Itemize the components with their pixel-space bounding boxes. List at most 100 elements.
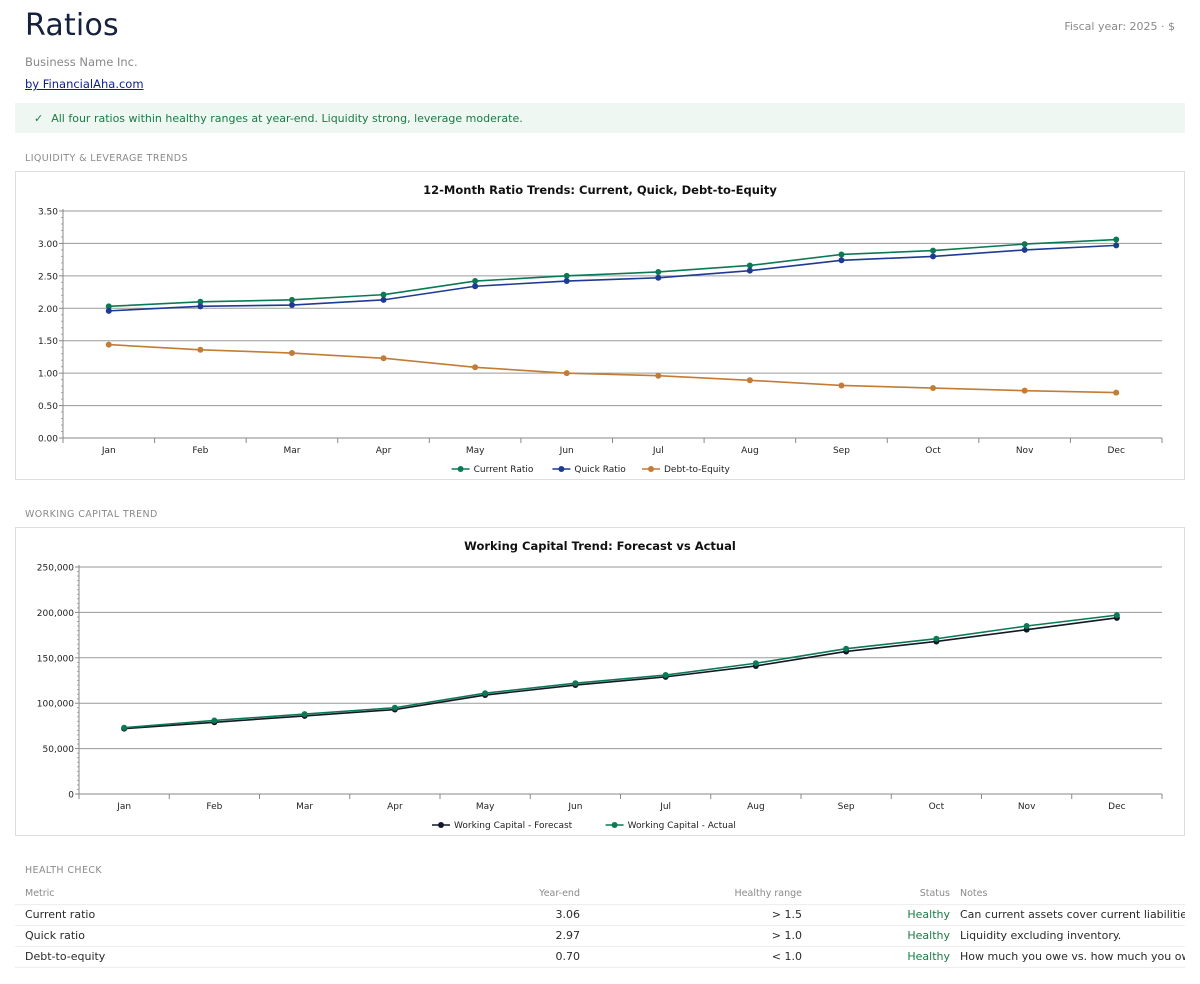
column-header-notes: Notes [960,888,988,900]
table-header-row: Metric Year-end Healthy range Status Not… [15,884,1185,904]
x-tick-label: Sep [833,446,850,456]
series-line-working-capital-forecast [124,617,1117,730]
business-name: Business Name Inc. [25,55,138,69]
x-tick-label: Aug [741,446,759,456]
legend-label: Working Capital - Forecast [454,821,573,831]
ratio-chart-panel: 12-Month Ratio Trends: Current, Quick, D… [15,171,1185,480]
byline-link[interactable]: by FinancialAha.com [25,77,144,91]
column-header-status: Status [919,888,950,900]
x-tick-label: May [476,802,495,812]
data-point-working-capital-actual [121,724,128,731]
legend-label: Working Capital - Actual [628,821,736,831]
chart-title: 12-Month Ratio Trends: Current, Quick, D… [423,183,777,197]
legend-label: Quick Ratio [574,465,626,475]
legend-item-working-capital-forecast: Working Capital - Forecast [432,821,573,831]
data-point-current-ratio [930,247,937,254]
legend-item-current-ratio: Current Ratio [451,465,534,475]
section-label-working-capital: WORKING CAPITAL TREND [25,509,158,520]
notes-cell: Can current assets cover current liabili… [955,903,1185,925]
series-line-quick-ratio [108,244,1117,312]
check-icon: ✓ [34,111,44,125]
data-point-debt-to-equity [472,364,479,371]
data-point-debt-to-equity [105,341,112,348]
x-tick-label: Jan [101,446,116,456]
y-tick-label: 50,000 [43,745,75,755]
x-tick-label: Sep [838,802,855,812]
x-tick-label: Oct [929,802,945,812]
legend-swatch-marker [558,466,565,472]
year-end-cell: 3.06 [275,903,585,925]
data-point-debt-to-equity [655,372,662,379]
table-row: Quick ratio 2.97 > 1.0 Healthy Liquidity… [15,924,1185,946]
y-tick-label: 0 [68,791,74,801]
y-tick-label: 100,000 [37,700,74,710]
healthy-range-cell: > 1.0 [585,924,807,946]
data-point-current-ratio [105,303,112,310]
x-tick-label: Jul [652,446,664,456]
data-point-current-ratio [472,278,479,285]
data-point-quick-ratio [472,283,479,290]
status-badge: Healthy [807,945,955,968]
data-point-debt-to-equity [1113,389,1120,396]
legend-label: Current Ratio [474,465,534,475]
data-point-quick-ratio [1113,242,1120,249]
data-point-working-capital-actual [662,672,669,679]
column-header-metric: Metric [25,888,55,900]
column-header-year-end: Year-end [539,888,580,900]
page-header: Ratios Business Name Inc. by FinancialAh… [25,8,144,92]
y-tick-label: 2.50 [38,272,58,282]
data-point-working-capital-actual [301,711,308,718]
table-row: Debt-to-equity 0.70 < 1.0 Healthy How mu… [15,945,1185,968]
data-point-quick-ratio [930,253,937,260]
x-tick-label: Jul [659,802,671,812]
metric-cell: Current ratio [15,903,275,925]
data-point-quick-ratio [655,274,662,281]
series-line-current-ratio [108,238,1117,308]
data-point-debt-to-equity [930,385,937,392]
data-point-current-ratio [1021,241,1028,248]
status-badge: Healthy [807,903,955,925]
data-point-current-ratio [380,291,387,298]
x-tick-label: Apr [376,446,392,456]
data-point-debt-to-equity [1021,387,1028,394]
x-tick-label: Mar [283,446,300,456]
health-check-table: Metric Year-end Healthy range Status Not… [15,884,1185,968]
y-tick-label: 3.00 [38,240,58,250]
column-header-healthy-range: Healthy range [734,888,802,900]
status-banner: ✓ All four ratios within healthy ranges … [15,103,1185,133]
y-tick-label: 1.00 [38,370,58,380]
y-tick-label: 2.00 [38,305,58,315]
section-label-ratios: LIQUIDITY & LEVERAGE TRENDS [25,153,188,164]
data-point-current-ratio [746,262,753,269]
x-tick-label: Feb [206,802,222,812]
page-title: Ratios [25,8,119,43]
data-point-quick-ratio [380,296,387,303]
healthy-range-cell: > 1.5 [585,903,807,925]
x-tick-label: Aug [747,802,765,812]
y-tick-label: 0.00 [38,435,58,445]
legend-swatch-marker [648,466,654,472]
data-point-quick-ratio [1021,246,1028,253]
x-tick-label: Apr [387,802,403,812]
data-point-working-capital-actual [752,660,759,667]
x-tick-label: Nov [1018,802,1036,812]
data-point-debt-to-equity [563,370,570,377]
x-tick-label: Oct [925,446,941,456]
data-point-working-capital-actual [572,680,579,687]
legend-item-debt-to-equity: Debt-to-Equity [642,465,731,475]
x-tick-label: Feb [192,446,208,456]
legend-swatch-marker [611,822,618,828]
table-row: Current ratio 3.06 > 1.5 Healthy Can cur… [15,903,1185,925]
data-point-current-ratio [197,298,204,305]
data-point-quick-ratio [288,302,295,309]
data-point-working-capital-actual [1113,612,1120,619]
year-end-cell: 0.70 [275,945,585,968]
y-tick-label: 1.50 [38,337,58,347]
data-point-debt-to-equity [380,355,387,362]
data-point-working-capital-actual [211,717,218,724]
legend-item-working-capital-actual: Working Capital - Actual [605,821,736,831]
chart-title: Working Capital Trend: Forecast vs Actua… [464,539,736,553]
data-point-current-ratio [288,296,295,303]
data-point-working-capital-actual [482,690,489,697]
data-point-working-capital-actual [933,635,940,642]
